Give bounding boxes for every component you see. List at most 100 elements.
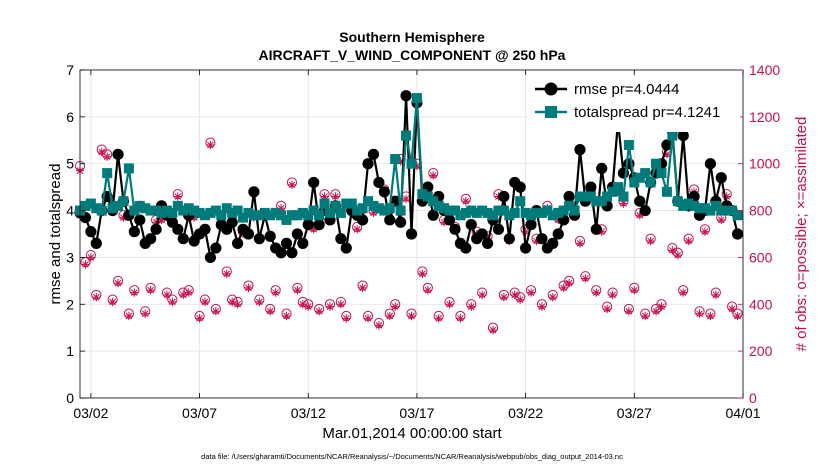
obs-assimilated-point <box>92 293 101 302</box>
totalspread-point <box>308 205 319 216</box>
totalspread-point <box>428 196 439 207</box>
asterisk-stroke <box>169 298 176 306</box>
totalspread-point <box>439 203 450 214</box>
totalspread-point <box>699 203 710 214</box>
obs-assimilated-point <box>293 286 302 295</box>
y-tick-label: 7 <box>66 62 74 78</box>
obs-assimilated-point <box>515 295 525 304</box>
asterisk-stroke <box>734 312 741 320</box>
y-right-tick-label: 1000 <box>749 156 780 172</box>
totalspread-point <box>460 207 471 218</box>
totalspread-point <box>238 212 249 223</box>
asterisk-stroke <box>560 284 567 292</box>
obs-assimilated-point <box>162 290 172 300</box>
x-axis-ticks: 03/02 03/07 03/12 03/17 03/22 03/27 04/01 <box>73 70 761 421</box>
asterisk-stroke <box>321 193 328 200</box>
y-tick-label: 4 <box>66 203 74 219</box>
asterisk-stroke <box>582 275 589 282</box>
asterisk-stroke <box>516 296 524 303</box>
obs-assimilated-point <box>304 302 313 311</box>
asterisk-stroke <box>288 181 296 189</box>
asterisk-stroke <box>457 315 464 322</box>
asterisk-stroke <box>489 326 497 334</box>
asterisk-stroke <box>467 303 475 310</box>
rmse-point <box>384 214 396 226</box>
x-tick-label: 03/22 <box>508 405 543 421</box>
asterisk-stroke <box>256 298 263 306</box>
x-tick-label: 03/27 <box>617 405 652 421</box>
totalspread-point <box>488 210 499 221</box>
rmse-point <box>226 216 238 228</box>
rmse-point <box>90 237 102 249</box>
asterisk-stroke <box>603 305 611 313</box>
obs-assimilated-point <box>510 290 519 300</box>
asterisk-stroke <box>109 298 116 306</box>
totalspread-point <box>216 210 227 221</box>
obs-assimilated-point <box>602 304 612 314</box>
totalspread-point <box>227 207 238 218</box>
totalspread-point <box>205 207 216 218</box>
totalspread-point <box>346 198 357 209</box>
rmse-point <box>145 233 157 245</box>
asterisk-stroke <box>462 197 470 205</box>
data-file-footnote: data file: /Users/gharamti/Documents/NCA… <box>201 452 623 461</box>
rmse-point <box>275 247 287 259</box>
obs-assimilated-point <box>200 297 210 307</box>
rmse-point <box>280 237 293 249</box>
y-tick-label: 0 <box>66 390 74 406</box>
rmse-point <box>264 230 276 242</box>
rmse-point <box>313 219 325 231</box>
totalspread-point <box>102 168 113 179</box>
totalspread-point <box>618 191 629 202</box>
totalspread-point <box>542 205 553 216</box>
rmse-point <box>634 195 646 207</box>
rmse-point <box>525 219 537 231</box>
totalspread-point <box>504 210 515 221</box>
rmse-point <box>128 226 140 238</box>
rmse-point <box>574 144 586 156</box>
rmse-point <box>199 223 211 235</box>
asterisk-stroke <box>266 307 274 315</box>
totalspread-point <box>678 200 689 211</box>
obs-assimilated-point <box>717 215 726 225</box>
totalspread-point <box>286 210 297 221</box>
y-tick-label: 1 <box>66 343 74 359</box>
totalspread-point <box>401 130 412 141</box>
asterisk-stroke <box>131 289 138 296</box>
asterisk-stroke <box>304 303 312 310</box>
asterisk-stroke <box>717 216 725 224</box>
rmse-point <box>395 216 407 228</box>
asterisk-stroke <box>103 153 111 161</box>
rmse-point <box>465 219 477 231</box>
asterisk-stroke <box>429 172 437 179</box>
y-tick-label: 2 <box>66 296 74 312</box>
totalspread-point <box>444 205 455 216</box>
totalspread-point <box>292 210 303 221</box>
asterisk-stroke <box>696 310 703 317</box>
rmse-point <box>356 214 369 226</box>
totalspread-point <box>363 196 374 207</box>
totalspread-point <box>210 205 221 216</box>
y-right-tick-label: 1400 <box>749 62 780 78</box>
rmse-point <box>231 237 244 249</box>
totalspread-point <box>455 210 466 221</box>
totalspread-point <box>656 168 667 179</box>
obs-assimilated-point <box>706 311 715 321</box>
obs-assimilated-point <box>130 288 139 297</box>
asterisk-stroke <box>359 284 366 292</box>
asterisk-stroke <box>342 315 350 322</box>
x-tick-label: 03/17 <box>399 405 434 421</box>
asterisk-stroke <box>212 307 220 315</box>
obs-assimilated-point <box>124 311 134 321</box>
totalspread-point <box>645 177 656 188</box>
obs-assimilated-point <box>86 253 96 262</box>
asterisk-stroke <box>82 261 89 268</box>
obs-assimilated-point <box>146 286 155 295</box>
rmse-point <box>172 223 184 235</box>
obs-assimilated-point <box>423 286 433 295</box>
obs-assimilated-point <box>331 192 340 201</box>
rmse-point <box>514 181 526 193</box>
totalspread-point <box>721 205 732 216</box>
rmse-point <box>492 223 505 235</box>
totalspread-point <box>80 200 91 211</box>
